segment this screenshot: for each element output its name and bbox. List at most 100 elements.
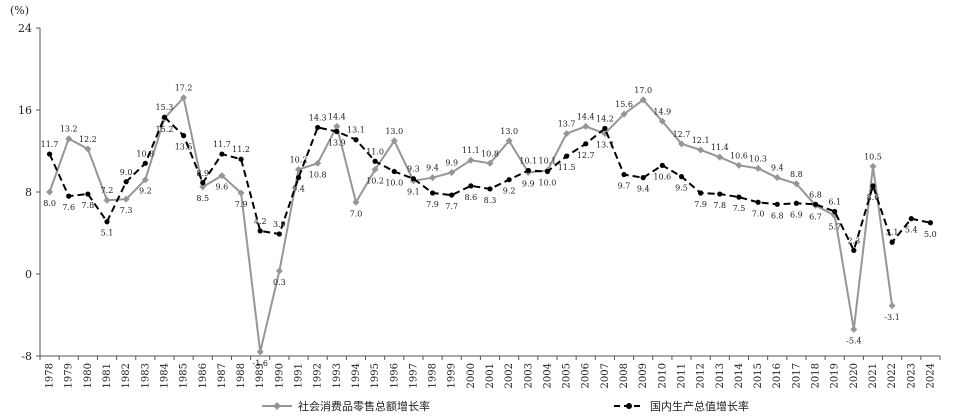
data-point xyxy=(65,135,73,143)
data-point xyxy=(525,167,531,174)
legend: 社会消费品零售总额增长率 国内生产总值增长率 xyxy=(262,399,749,413)
data-label: 11.0 xyxy=(366,147,384,156)
x-tick-label: 1989 xyxy=(255,363,266,388)
data-label: 9.2 xyxy=(139,187,152,196)
data-point xyxy=(467,156,475,164)
data-point xyxy=(295,175,302,181)
x-tick-label: 2012 xyxy=(696,363,707,388)
x-tick-label: 1979 xyxy=(64,363,75,388)
data-label: 7.0 xyxy=(350,209,363,218)
data-point xyxy=(390,137,398,145)
data-label: 9.9 xyxy=(445,159,458,168)
data-label: 7.9 xyxy=(235,200,248,209)
data-point xyxy=(697,146,705,154)
data-point xyxy=(161,114,168,120)
x-tick-label: 1982 xyxy=(121,363,132,388)
x-axis-ticks: 1978 1979 1980 1981 1982 1983 1984 1985 1986 1987… xyxy=(39,356,941,388)
data-point xyxy=(716,153,724,161)
data-label: 9.2 xyxy=(503,187,516,196)
data-label: 6.7 xyxy=(809,212,822,221)
data-point xyxy=(391,168,397,175)
data-point xyxy=(850,325,858,333)
data-label: 6.8 xyxy=(771,211,784,220)
data-point xyxy=(219,151,225,157)
data-point xyxy=(429,174,437,182)
data-point xyxy=(927,220,934,226)
data-label: 9.7 xyxy=(618,182,631,191)
x-tick-label: 1996 xyxy=(389,363,400,388)
data-label: 10.0 xyxy=(539,179,557,188)
data-label: 11.5 xyxy=(558,163,576,172)
data-label: 7.2 xyxy=(101,186,114,195)
data-point xyxy=(275,267,283,275)
data-label: 10.6 xyxy=(730,151,748,160)
data-label: 7.8 xyxy=(713,201,726,210)
data-point xyxy=(583,141,589,147)
x-tick-label: 1991 xyxy=(294,363,305,388)
data-label: 3.9 xyxy=(273,220,286,229)
y-tick-label: 24 xyxy=(18,22,32,35)
x-tick-label: 2015 xyxy=(753,363,764,388)
data-label: 14.3 xyxy=(309,113,327,122)
data-label: 9.4 xyxy=(426,164,439,173)
data-label: 4.2 xyxy=(254,217,267,226)
data-label: 13.2 xyxy=(60,125,78,134)
x-tick-label: 2009 xyxy=(638,363,649,388)
data-point xyxy=(621,171,627,178)
data-label: 0.3 xyxy=(273,278,286,287)
x-tick-label: 2007 xyxy=(600,363,611,388)
data-point xyxy=(103,196,111,204)
data-label: 7.7 xyxy=(445,202,458,211)
data-point xyxy=(46,151,53,157)
data-label: 12.7 xyxy=(577,151,595,160)
x-tick-label: 1983 xyxy=(140,363,151,388)
data-label: 14.2 xyxy=(596,114,614,123)
data-point xyxy=(448,169,456,177)
x-tick-label: 2010 xyxy=(657,363,668,388)
data-label: 13.0 xyxy=(500,127,518,136)
data-point xyxy=(276,231,282,237)
series-line xyxy=(48,95,894,353)
data-point xyxy=(314,159,322,167)
data-label: 8.6 xyxy=(464,193,477,202)
data-point xyxy=(237,189,245,197)
x-tick-label: 1998 xyxy=(428,363,439,388)
y-tick-label: 16 xyxy=(18,104,32,117)
data-point xyxy=(84,145,92,153)
data-point xyxy=(792,180,800,188)
data-point xyxy=(85,191,91,197)
x-tick-label: 2001 xyxy=(485,363,496,388)
data-point xyxy=(602,125,608,132)
data-point xyxy=(736,194,742,200)
data-label: 13.9 xyxy=(328,139,346,148)
data-point xyxy=(256,348,264,356)
data-point xyxy=(869,162,877,170)
data-point xyxy=(66,193,72,199)
legend-retail-sales-label: 社会消费品零售总额增长率 xyxy=(298,399,430,413)
x-tick-label: 2021 xyxy=(868,363,879,388)
x-tick-label: 1997 xyxy=(408,363,419,388)
x-tick-label: 1992 xyxy=(313,363,324,388)
data-label: -1.6 xyxy=(252,359,267,368)
data-label: 8.5 xyxy=(196,194,209,203)
data-point xyxy=(123,179,129,185)
data-label: 10.2 xyxy=(290,155,308,164)
x-tick-label: 2002 xyxy=(504,363,515,388)
data-label: 10.1 xyxy=(539,156,557,165)
data-label: 8.0 xyxy=(43,199,56,208)
data-label: 8.6 xyxy=(867,193,880,202)
data-label: 7.0 xyxy=(752,209,765,218)
data-point xyxy=(238,156,244,162)
data-label: 12.7 xyxy=(673,130,691,139)
data-label: 17.0 xyxy=(634,86,652,95)
data-point xyxy=(832,208,838,215)
data-label: 10.6 xyxy=(653,172,671,181)
x-tick-label: 2005 xyxy=(562,363,573,388)
x-tick-label: 2023 xyxy=(906,363,917,388)
data-label: 13.7 xyxy=(596,141,614,150)
data-label: -3.1 xyxy=(884,313,899,322)
x-tick-label: 2006 xyxy=(581,363,592,388)
data-label: 6.8 xyxy=(809,190,822,199)
data-point xyxy=(371,165,379,173)
